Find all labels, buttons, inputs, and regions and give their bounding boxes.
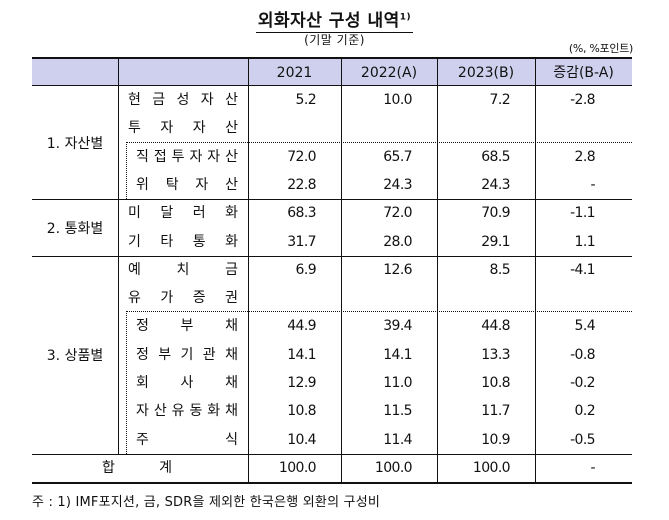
cell-v2023: 8.5 xyxy=(489,261,511,278)
cell-change: - xyxy=(590,176,596,193)
header-change: 증감(B-A) xyxy=(553,65,614,81)
subtitle: (기말 기준) xyxy=(304,33,365,47)
cell-change: -1.1 xyxy=(570,205,596,222)
header-2023: 2023(B) xyxy=(457,65,515,81)
cell-v2023: 44.8 xyxy=(481,318,510,335)
cell-change: 1.1 xyxy=(574,233,596,250)
header-2022: 2022(A) xyxy=(360,65,418,81)
cell-change xyxy=(535,114,595,142)
cell-v2021: 44.9 xyxy=(287,318,316,335)
cell-v2022: 11.4 xyxy=(383,431,412,448)
unit-label: (%, %포인트) xyxy=(568,42,633,55)
cell-change: -0.5 xyxy=(570,431,596,448)
cell-v2021: 31.7 xyxy=(287,233,316,250)
cell-v2021: 5.2 xyxy=(295,92,317,108)
cell-v2022: 11.5 xyxy=(383,403,412,420)
indent-guide xyxy=(126,141,127,200)
cell-v2022: 28.0 xyxy=(383,233,412,250)
cell-v2023: 10.9 xyxy=(481,431,510,448)
header-2021: 2021 xyxy=(276,65,313,81)
cell-v2023: 13.3 xyxy=(481,346,510,363)
table-header: 2021 2022(A) 2023(B) 증감(B-A) xyxy=(32,57,632,86)
cell-v2022: 12.6 xyxy=(383,261,412,278)
table-bottom-border xyxy=(32,482,632,485)
total-v2022: 100.0 xyxy=(374,459,413,476)
cell-v2021: 10.8 xyxy=(287,403,316,420)
cell-v2022 xyxy=(341,284,412,312)
column-divider xyxy=(437,57,438,483)
category-label: 2. 통화별 xyxy=(46,220,104,237)
column-divider xyxy=(535,57,536,483)
cell-v2021: 10.4 xyxy=(287,431,316,448)
category-label: 1. 자산별 xyxy=(46,135,104,152)
column-divider xyxy=(341,57,342,483)
cell-change: -4.1 xyxy=(570,261,596,278)
cell-change: -0.2 xyxy=(570,375,596,391)
table-title: 외화자산 구성 내역1) xyxy=(0,6,669,33)
column-divider xyxy=(118,57,119,454)
cell-v2023: 70.9 xyxy=(481,205,510,222)
cell-change: 5.4 xyxy=(574,318,596,335)
cell-change xyxy=(535,284,595,312)
cell-v2022: 39.4 xyxy=(383,318,412,335)
total-change: - xyxy=(590,459,596,476)
cell-v2022: 10.0 xyxy=(383,92,412,108)
cell-v2023 xyxy=(437,114,510,142)
title-main: 외화자산 구성 내역 xyxy=(257,11,400,31)
category-label: 3. 상품별 xyxy=(46,347,104,364)
cell-v2023: 7.2 xyxy=(489,92,511,108)
cell-v2022 xyxy=(341,114,412,142)
cell-v2022: 11.0 xyxy=(383,375,412,391)
cell-change: 0.2 xyxy=(574,403,596,420)
cell-v2021: 22.8 xyxy=(287,176,316,193)
group-divider xyxy=(32,255,632,257)
cell-change: 2.8 xyxy=(574,148,596,165)
cell-v2023: 11.7 xyxy=(481,403,510,420)
dotted-separator xyxy=(126,311,632,313)
cell-v2021: 12.9 xyxy=(287,375,316,391)
footnote: 주 : 1) IMF포지션, 금, SDR을 제외한 한국은행 외환의 구성비 xyxy=(32,495,381,510)
cell-v2023: 29.1 xyxy=(481,233,510,250)
cell-v2021 xyxy=(248,284,316,312)
total-v2023: 100.0 xyxy=(472,459,511,476)
column-divider xyxy=(248,57,249,483)
cell-v2023: 24.3 xyxy=(481,176,510,193)
cell-v2023 xyxy=(437,284,510,312)
cell-v2023: 68.5 xyxy=(481,148,510,165)
cell-v2021: 68.3 xyxy=(287,205,316,222)
cell-change: -2.8 xyxy=(570,92,596,108)
cell-v2021 xyxy=(248,114,316,142)
cell-v2023: 10.8 xyxy=(481,375,510,391)
group-divider xyxy=(32,199,632,201)
cell-v2021: 14.1 xyxy=(287,346,316,363)
cell-v2021: 72.0 xyxy=(287,148,316,165)
cell-v2022: 72.0 xyxy=(383,205,412,222)
title-footnote-marker: 1) xyxy=(399,12,412,23)
indent-guide xyxy=(126,311,127,454)
cell-v2022: 65.7 xyxy=(383,148,412,165)
group-divider xyxy=(32,453,632,455)
cell-v2022: 24.3 xyxy=(383,176,412,193)
cell-v2022: 14.1 xyxy=(383,346,412,363)
dotted-separator xyxy=(126,141,632,143)
total-v2021: 100.0 xyxy=(278,459,317,476)
cell-v2021: 6.9 xyxy=(295,261,317,278)
title-text: 외화자산 구성 내역1) xyxy=(255,11,414,33)
cell-change: -0.8 xyxy=(570,346,596,363)
